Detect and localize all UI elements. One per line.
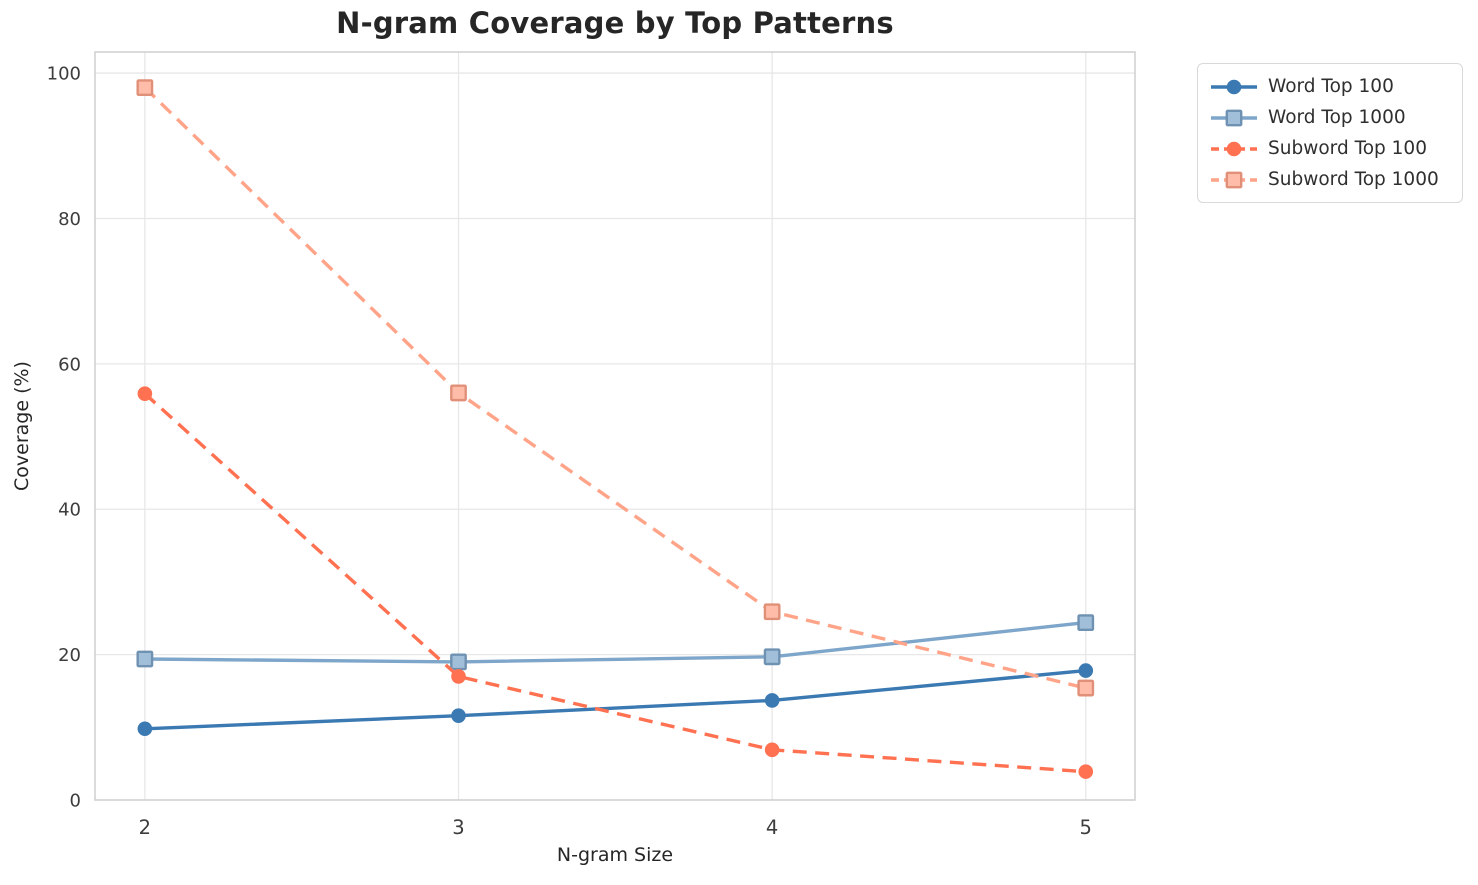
legend-label-subword-top-100: Subword Top 100 (1268, 138, 1427, 159)
x-tick-label: 3 (452, 816, 464, 839)
marker-subword-top-1000 (450, 384, 467, 402)
marker-word-top-1000 (136, 650, 154, 668)
y-tick-label: 100 (47, 64, 81, 85)
series-line-word-top-100 (144, 668, 1086, 731)
legend-item-word-top-100: Word Top 100 (1210, 73, 1450, 100)
y-tick-label: 20 (58, 645, 81, 666)
series-line-word-top-1000 (144, 620, 1086, 664)
marker-word-top-100-legend (1226, 79, 1242, 94)
marker-subword-top-100 (451, 669, 466, 684)
chart-title: N-gram Coverage by Top Patterns (336, 6, 894, 40)
y-tick-label: 60 (58, 354, 81, 375)
marker-subword-top-1000-legend (1225, 171, 1243, 188)
marker-subword-top-1000 (1077, 679, 1095, 697)
legend-swatch-subword-top-100 (1211, 141, 1257, 156)
y-tick-label: 0 (70, 791, 81, 812)
marker-word-top-100 (1078, 663, 1094, 678)
legend-label-word-top-100: Word Top 100 (1268, 76, 1394, 97)
x-tick-label: 5 (1080, 816, 1092, 839)
plot-border (94, 51, 1136, 801)
series-line-subword-top-100 (143, 392, 1086, 774)
series-word-top-100 (137, 663, 1094, 737)
marker-word-top-100 (451, 708, 466, 723)
x-axis-label: N-gram Size (556, 844, 674, 866)
marker-subword-top-1000 (136, 79, 154, 97)
legend-label-word-top-1000: Word Top 1000 (1268, 107, 1406, 128)
marker-word-top-1000 (763, 648, 781, 666)
legend-item-word-top-1000: Word Top 1000 (1210, 104, 1450, 131)
legend-item-subword-top-1000: Subword Top 1000 (1210, 166, 1450, 193)
legend-swatch-word-top-100 (1211, 79, 1257, 94)
marker-subword-top-100 (137, 386, 153, 401)
marker-subword-top-100 (764, 742, 780, 758)
marker-word-top-1000 (1077, 614, 1095, 632)
marker-subword-top-100 (1078, 764, 1094, 779)
marker-word-top-1000 (450, 653, 467, 671)
y-tick-label: 80 (58, 209, 81, 230)
legend-swatch-word-top-1000 (1211, 109, 1257, 126)
marker-subword-top-100-legend (1226, 141, 1242, 156)
marker-word-top-1000-legend (1225, 109, 1243, 126)
legend-swatch-subword-top-1000 (1211, 171, 1257, 188)
legend: Word Top 100 Word Top 1000 Subword Top 100… (1197, 63, 1463, 203)
marker-word-top-100 (764, 693, 780, 708)
marker-word-top-100 (137, 721, 153, 737)
series-line-subword-top-1000 (143, 86, 1087, 690)
marker-subword-top-1000 (763, 603, 781, 621)
series-subword-top-100 (137, 386, 1094, 779)
x-tick-label: 4 (766, 816, 778, 839)
x-tick-label: 2 (139, 816, 151, 839)
legend-item-subword-top-100: Subword Top 100 (1210, 135, 1450, 162)
series-word-top-1000 (136, 614, 1095, 671)
series-subword-top-1000 (136, 79, 1095, 697)
legend-label-subword-top-1000: Subword Top 1000 (1268, 169, 1439, 190)
y-tick-label: 40 (58, 500, 81, 521)
y-axis-label: Coverage (%) (11, 361, 33, 491)
